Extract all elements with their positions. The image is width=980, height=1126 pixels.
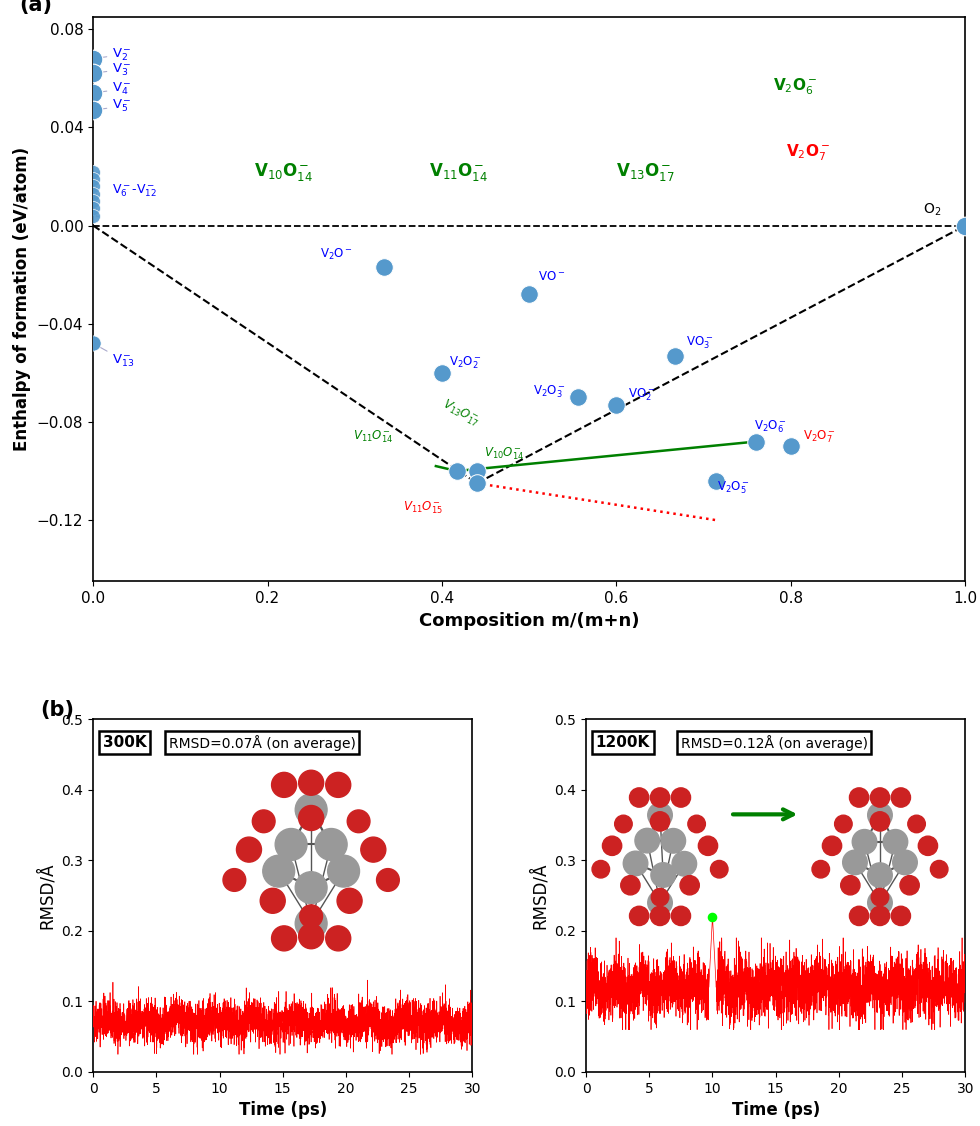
- Text: V$_2$O$_5^-$: V$_2$O$_5^-$: [716, 480, 750, 497]
- Text: V$_{11}$O$_{15}^-$: V$_{11}$O$_{15}^-$: [403, 499, 443, 516]
- Text: V$_2$O$_6^-$: V$_2$O$_6^-$: [755, 418, 787, 435]
- Text: V$_2$O$_7^-$: V$_2$O$_7^-$: [803, 428, 836, 445]
- Point: [667, 347, 683, 365]
- Point: [85, 84, 101, 102]
- Text: V$_3^-$: V$_3^-$: [96, 61, 132, 78]
- Point: [85, 101, 101, 119]
- Text: (a): (a): [19, 0, 52, 16]
- Text: V$_{10}$O$_{14}^-$: V$_{10}$O$_{14}^-$: [255, 161, 314, 184]
- Point: [957, 216, 973, 234]
- Text: (b): (b): [40, 699, 74, 720]
- Text: RMSD=0.07Å (on average): RMSD=0.07Å (on average): [169, 735, 356, 751]
- Point: [85, 177, 101, 195]
- Text: V$_{13}^-$: V$_{13}^-$: [95, 345, 134, 368]
- Text: V$_{13}$O$_{17}^-$: V$_{13}$O$_{17}^-$: [616, 161, 675, 184]
- Point: [85, 64, 101, 82]
- Text: V$_2$O$_6^-$: V$_2$O$_6^-$: [773, 77, 817, 97]
- Point: [85, 334, 101, 352]
- Point: [85, 170, 101, 188]
- Point: [85, 207, 101, 225]
- Y-axis label: Enthalpy of formation (eV/atom): Enthalpy of formation (eV/atom): [14, 148, 31, 452]
- Point: [748, 432, 763, 450]
- Text: V$_6^-$-V$_{12}^-$: V$_6^-$-V$_{12}^-$: [113, 182, 158, 199]
- Text: V$_{13}$O$_{17}^-$: V$_{13}$O$_{17}^-$: [439, 396, 482, 430]
- Point: [469, 474, 485, 492]
- Point: [783, 438, 799, 456]
- Text: VO$^-$: VO$^-$: [538, 269, 565, 283]
- Point: [705, 908, 720, 926]
- Point: [434, 364, 450, 382]
- Y-axis label: RMSD/Å: RMSD/Å: [37, 863, 56, 929]
- Text: O$_2$: O$_2$: [923, 202, 942, 217]
- Y-axis label: RMSD/Å: RMSD/Å: [530, 863, 549, 929]
- Point: [85, 199, 101, 217]
- Point: [609, 395, 624, 413]
- Text: 1200K: 1200K: [596, 735, 650, 750]
- Text: V$_{11}$O$_{14}^-$: V$_{11}$O$_{14}^-$: [353, 428, 393, 445]
- Text: 300K: 300K: [103, 735, 146, 750]
- Text: V$_2$O$_3^-$: V$_2$O$_3^-$: [533, 384, 565, 401]
- Text: V$_2$O$_7^-$: V$_2$O$_7^-$: [787, 143, 831, 163]
- Point: [521, 285, 537, 303]
- Point: [449, 462, 465, 480]
- X-axis label: Composition m/(m+n): Composition m/(m+n): [419, 611, 639, 629]
- Point: [570, 388, 586, 406]
- Text: RMSD=0.12Å (on average): RMSD=0.12Å (on average): [681, 735, 868, 751]
- Point: [85, 185, 101, 203]
- Text: V$_{11}$O$_{14}^-$: V$_{11}$O$_{14}^-$: [429, 161, 488, 184]
- Text: VO$_3^-$: VO$_3^-$: [686, 334, 713, 351]
- Point: [85, 193, 101, 211]
- X-axis label: Time (ps): Time (ps): [238, 1101, 327, 1119]
- Point: [85, 162, 101, 180]
- X-axis label: Time (ps): Time (ps): [731, 1101, 820, 1119]
- Text: V$_{10}$O$_{14}^-$: V$_{10}$O$_{14}^-$: [484, 445, 524, 462]
- Text: V$_5^-$: V$_5^-$: [96, 98, 132, 115]
- Point: [85, 50, 101, 68]
- Text: VO$_2^-$: VO$_2^-$: [628, 386, 655, 403]
- Text: V$_2$O$^-$: V$_2$O$^-$: [319, 247, 353, 261]
- Point: [708, 472, 723, 490]
- Text: V$_4^-$: V$_4^-$: [96, 81, 132, 97]
- Point: [469, 462, 485, 480]
- Point: [375, 258, 391, 276]
- Text: V$_2$O$_2^-$: V$_2$O$_2^-$: [449, 355, 482, 370]
- Text: V$_2^-$: V$_2^-$: [96, 46, 132, 63]
